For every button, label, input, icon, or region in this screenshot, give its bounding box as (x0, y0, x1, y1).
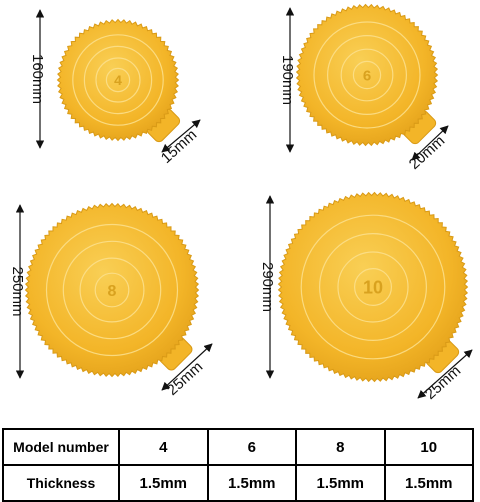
board-ring (354, 268, 393, 307)
board-ring (79, 257, 145, 323)
board-disc (295, 3, 439, 147)
spec-table: Model number 4 6 8 10 Thickness 1.5mm 1.… (2, 428, 474, 502)
board-ring (340, 48, 394, 102)
board-number: 8 (108, 283, 117, 300)
board-ring (45, 223, 179, 357)
thickness-cell: 1.5mm (295, 464, 386, 502)
thickness-cell: 1.5mm (118, 464, 209, 502)
board-ring (94, 272, 130, 308)
board-ring (313, 21, 421, 129)
board-number: 6 (363, 67, 371, 84)
board-ring (83, 45, 153, 115)
board-disc (24, 202, 200, 378)
tab-arrow (161, 343, 213, 391)
board-ring (62, 240, 162, 340)
model-cell: 10 (383, 428, 474, 466)
board-ring (105, 67, 131, 93)
tab-arrow (411, 125, 449, 161)
thickness-cell: 1.5mm (206, 464, 297, 502)
board-number: 4 (114, 72, 122, 88)
board-ring (300, 214, 446, 360)
board-ring (337, 251, 409, 323)
model-cell: 6 (206, 428, 297, 466)
diameter-label: 190mm (279, 55, 296, 105)
tab-arrow (417, 349, 473, 399)
diameter-label: 250mm (9, 266, 26, 316)
board-ring (327, 34, 408, 116)
model-cell: 4 (118, 428, 209, 466)
model-row: Model number 4 6 8 10 (2, 428, 474, 466)
thickness-cell: 1.5mm (383, 464, 474, 502)
board-disc (56, 18, 180, 142)
thickness-row: Thickness 1.5mm 1.5mm 1.5mm 1.5mm (2, 464, 474, 502)
diameter-label: 160mm (29, 54, 46, 104)
board-ring (319, 233, 428, 342)
model-number-header: Model number (2, 428, 120, 466)
model-cell: 8 (295, 428, 386, 466)
diameter-label: 290mm (259, 262, 276, 312)
board-ring (95, 57, 141, 103)
tab-arrow (161, 119, 201, 153)
thickness-header: Thickness (2, 464, 120, 502)
cake-board-diagram: 4160mm15mm6190mm20mm8250mm25mm10290mm25m… (9, 3, 473, 403)
board-number: 10 (363, 277, 383, 297)
board-ring (72, 34, 164, 126)
board-ring (352, 60, 382, 90)
